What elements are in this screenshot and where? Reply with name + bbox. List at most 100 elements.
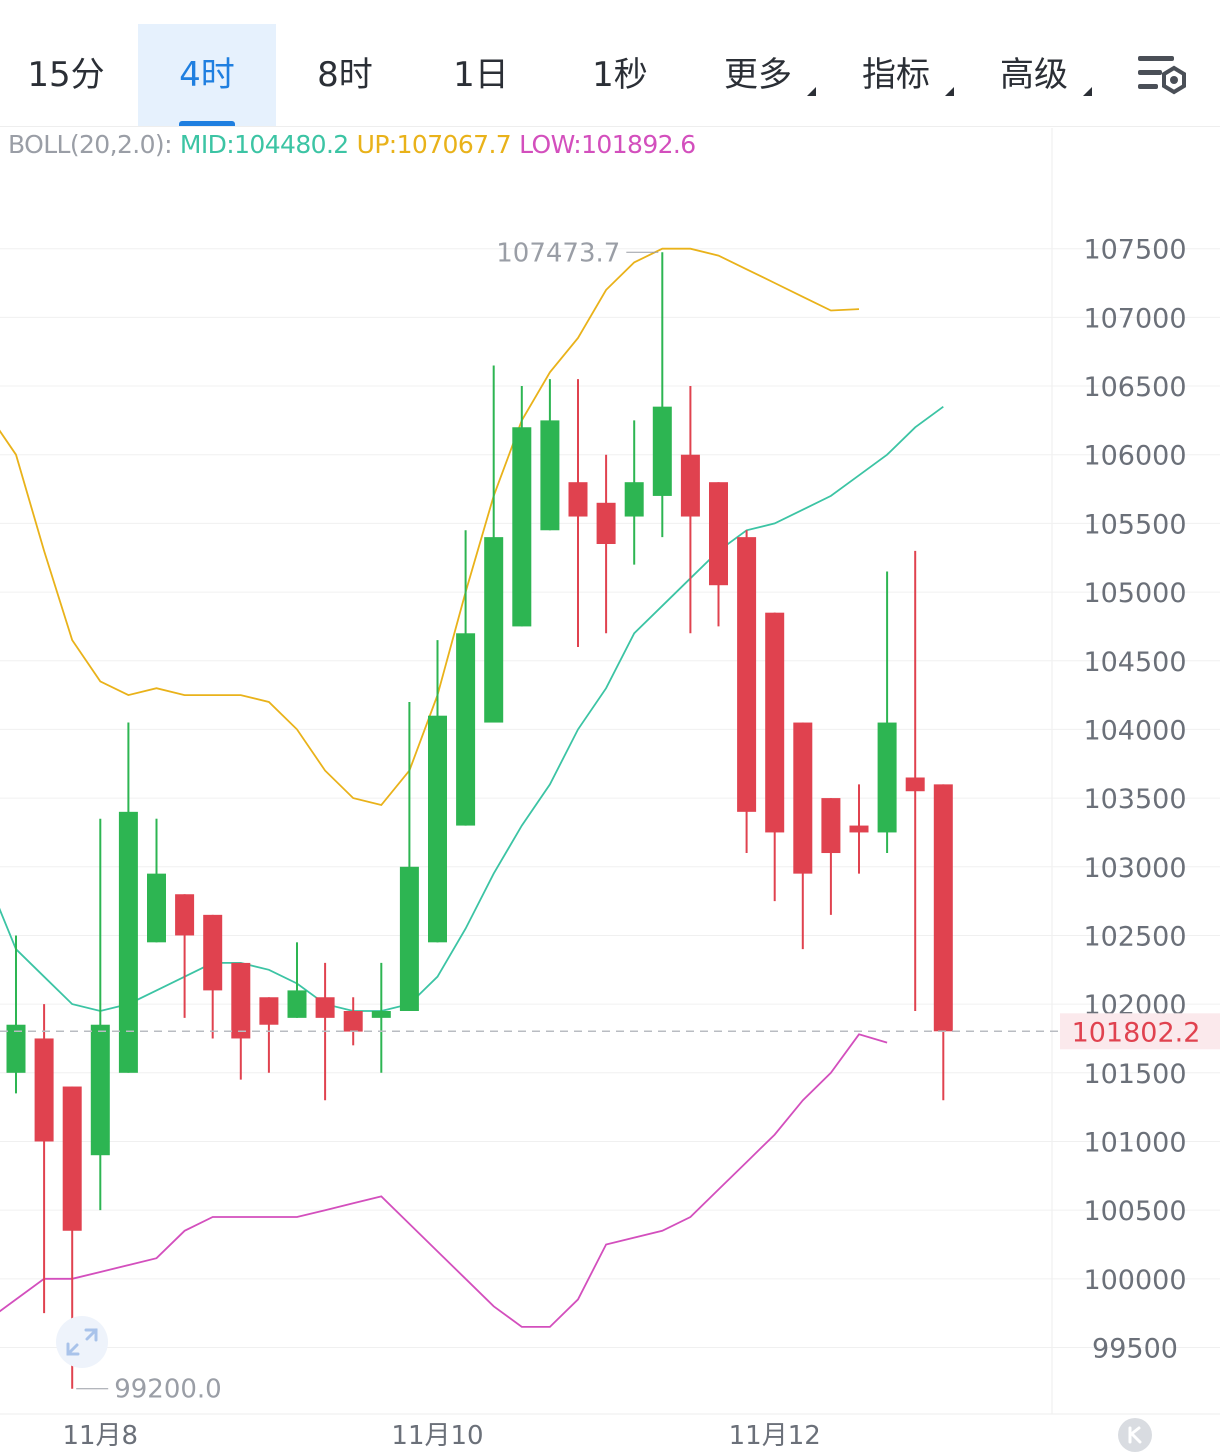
candle-up [118,722,138,1073]
tab-indicators[interactable]: 指标 [832,24,960,126]
tab-1s[interactable]: 1秒 [550,24,690,126]
x-tick-label: 11月8 [62,1421,138,1449]
candle-body [680,454,700,517]
candle-body [6,1024,26,1073]
candle-up [147,818,166,943]
y-tick-label: 103500 [1083,784,1186,815]
current-price-label: 101802.2 [1072,1017,1201,1048]
candle-up [512,386,532,627]
candle-body [849,825,869,833]
candle-down [231,962,251,1080]
tab-8h[interactable]: 8时 [276,24,414,126]
y-tick-label: 99500 [1092,1334,1178,1365]
candle-up [399,701,419,1011]
candle-down [680,386,700,634]
candle-body [371,1010,391,1018]
tab-1d[interactable]: 1日 [414,24,548,126]
candle-up [371,962,391,1073]
min-price-label: 99200.0 [114,1375,222,1405]
candle-down [765,612,785,902]
tab-label: 15分 [27,55,105,95]
tab-4h[interactable]: 4时 [138,24,276,126]
candle-up [484,365,504,723]
candle-body [118,811,138,1073]
boll-legend: BOLL(20,2.0): MID:104480.2 UP:107067.7 LOW:… [8,128,704,162]
candle-down [849,784,869,874]
candle-body [287,990,307,1018]
dropdown-caret-icon [945,87,954,96]
candle-up [624,420,644,565]
candle-body [596,502,616,545]
tab-label: 高级 [1000,55,1068,95]
candle-down [343,997,363,1046]
candle-body [765,612,785,833]
x-tick-label: 11月12 [729,1421,821,1449]
boll-up-value: UP:107067.7 [356,130,512,159]
candle-down [793,722,813,950]
candle-body [540,420,560,531]
candle-body [933,784,953,1032]
candle-down [905,550,925,1011]
candle-body [737,537,757,812]
boll-bands [0,247,944,1328]
candle-up [90,818,110,1211]
current-price-badge [1060,1013,1220,1050]
candle-body [62,1086,82,1231]
candle-down [596,454,616,634]
candle-up [6,935,26,1094]
candle-body [821,798,841,854]
candle-body [175,894,195,936]
candle-down [203,914,223,1039]
boll-legend-name: BOLL(20,2.0): [8,130,173,159]
tab-label: 4时 [179,55,235,95]
tab-label: 指标 [862,55,930,95]
candle-body [456,633,476,826]
candle-body [877,722,897,833]
candle-body [315,997,335,1018]
tab-more[interactable]: 更多 [694,24,822,126]
candle-body [709,482,728,586]
tab-label: 更多 [724,55,792,95]
boll-lower-line [0,1033,888,1328]
candle-body [90,1024,110,1156]
candle-up [877,571,897,854]
candle-body [624,482,644,517]
candle-body [793,722,813,874]
candle-body [147,873,166,943]
active-tab-indicator [179,121,235,126]
y-tick-label: 101500 [1083,1059,1186,1090]
y-tick-label: 101000 [1083,1127,1186,1158]
boll-mid-value: MID:104480.2 [179,130,349,159]
x-tick-label: 11月10 [391,1421,483,1449]
k-logo-icon [1118,1418,1152,1452]
y-tick-label: 105000 [1083,578,1186,609]
y-tick-label: 105500 [1083,509,1186,540]
boll-upper-line [0,247,860,807]
chart-settings-icon[interactable] [1132,50,1190,102]
candle-body [34,1038,54,1142]
chart-labels: 107500 107000 106500 106000 105500 105000 1045… [0,235,1220,1449]
y-tick-label: 103000 [1083,853,1186,884]
candle-down [709,482,728,627]
y-tick-label: 104000 [1083,715,1186,746]
candles [6,252,953,1389]
candle-body [259,997,279,1025]
tab-label: 1秒 [592,55,648,95]
candle-down [737,530,757,854]
candle-down [568,379,588,648]
chart-grid [0,128,1220,1415]
candle-body [512,427,532,627]
tab-15m[interactable]: 15分 [0,24,132,126]
candle-up [652,252,672,538]
candle-body [203,914,223,991]
candle-body [428,715,447,943]
candle-up [287,942,307,1018]
max-price-label: 107473.7 [496,238,620,268]
dropdown-caret-icon [807,87,816,96]
candle-body [652,406,672,496]
timeframe-tabs: 15分 4时 8时 1日 1秒 更多 指标 高级 [0,0,1220,127]
tab-advanced[interactable]: 高级 [970,24,1098,126]
dropdown-caret-icon [1083,87,1092,96]
expand-arrows-icon[interactable] [56,1316,108,1368]
